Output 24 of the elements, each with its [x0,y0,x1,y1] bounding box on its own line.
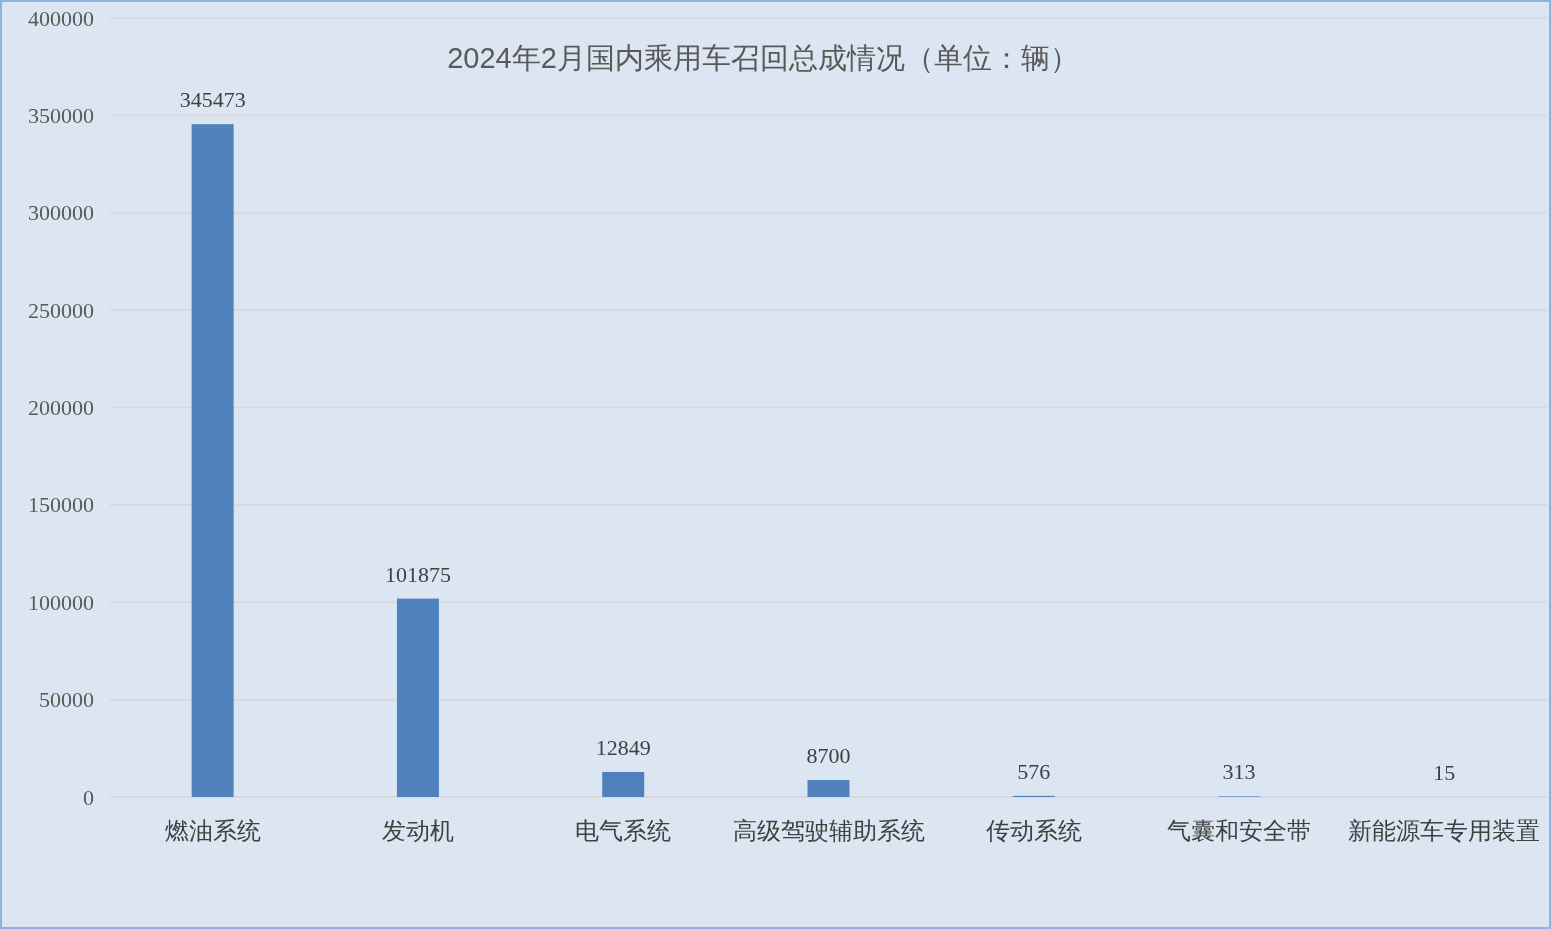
x-tick-label: 发动机 [381,816,454,844]
x-tick-label: 气囊和安全带 [1167,816,1312,844]
y-tick-label: 150000 [28,492,94,518]
y-tick-label: 0 [83,784,94,810]
data-label: 12849 [595,734,651,760]
x-tick-label: 传动系统 [985,816,1082,844]
y-tick-label: 50000 [39,687,94,713]
y-tick-label: 400000 [28,5,94,31]
x-tick-label: 电气系统 [575,816,672,844]
y-tick-label: 200000 [28,395,94,420]
x-tick-label: 高级驾驶辅助系统 [732,816,925,844]
x-tick-label: 新能源车专用装置 [1348,816,1541,844]
y-tick-label: 250000 [28,297,94,323]
data-label: 8700 [806,743,851,769]
data-label: 345473 [179,87,246,113]
text: 2024年2月国内乘用车召回总成情况（单位：辆） [447,42,1079,74]
y-tick-label: 300000 [28,200,94,226]
y-tick-label: 350000 [28,102,94,128]
data-label: 15 [1433,759,1456,785]
data-label: 101875 [384,561,451,587]
y-tick-label: 100000 [28,589,94,615]
x-tick-label: 燃油系统 [164,816,261,844]
data-label: 313 [1222,759,1256,785]
data-label: 576 [1017,758,1051,784]
